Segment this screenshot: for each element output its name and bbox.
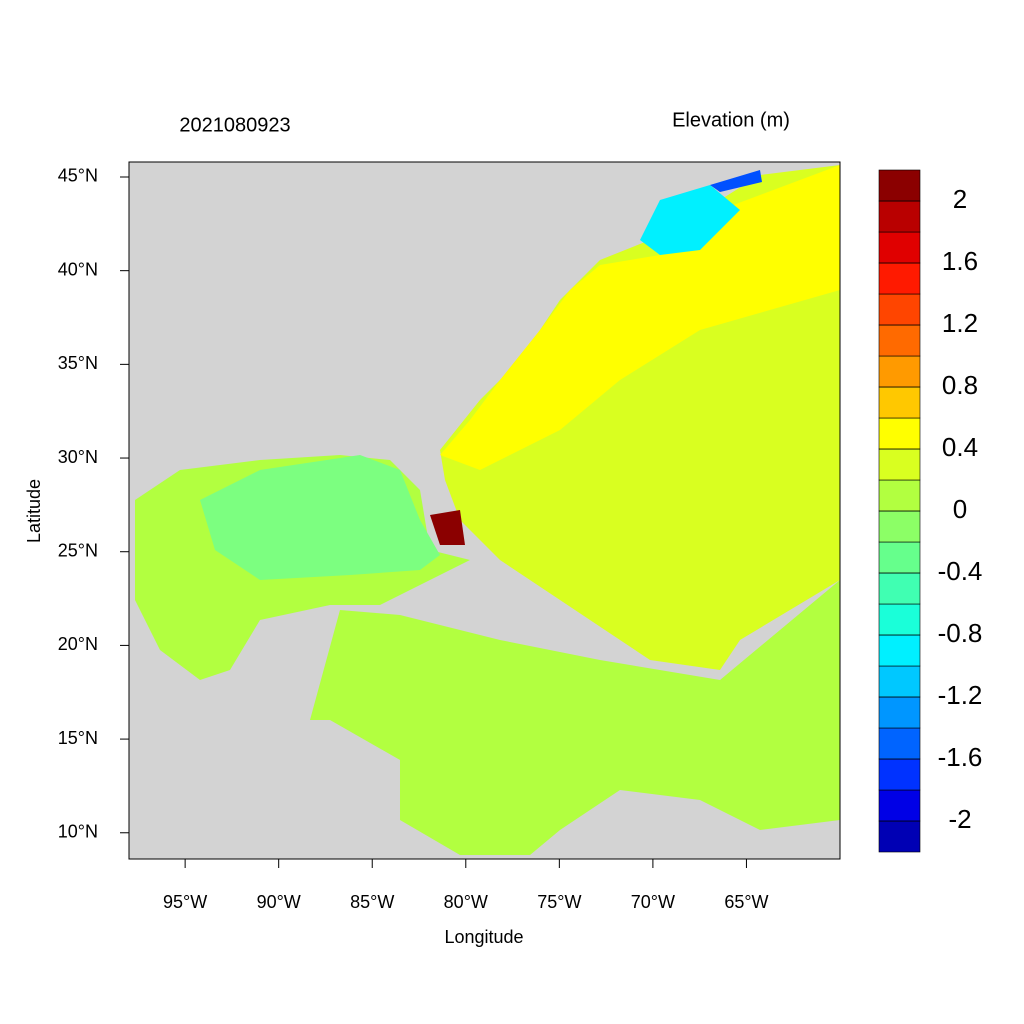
colorbar-label: -0.4 xyxy=(938,556,983,586)
colorbar-label: -1.6 xyxy=(938,742,983,772)
colorbar-box xyxy=(878,634,921,667)
colorbar-box xyxy=(878,758,921,791)
x-axis-label: Longitude xyxy=(444,927,523,947)
colorbar-box xyxy=(878,789,921,822)
colorbar-label: 0.8 xyxy=(942,370,978,400)
x-tick-label: 80°W xyxy=(444,892,488,912)
colorbar-label: -1.2 xyxy=(938,680,983,710)
title-right: Elevation (m) xyxy=(672,109,790,131)
colorbar-box xyxy=(878,386,921,419)
colorbar-label: -2 xyxy=(948,804,971,834)
bay-of-fundy-region xyxy=(710,170,762,192)
colorbar-box xyxy=(878,603,921,636)
y-tick-label: 30°N xyxy=(58,447,98,467)
caribbean-region xyxy=(310,580,840,855)
colorbar-box xyxy=(878,479,921,512)
y-tick-label: 40°N xyxy=(58,259,98,279)
gulf-center-region xyxy=(200,455,440,580)
x-tick-label: 75°W xyxy=(537,892,581,912)
colorbar-label: 0 xyxy=(953,494,967,524)
x-tick-label: 70°W xyxy=(631,892,675,912)
colorbar-box xyxy=(878,231,921,264)
colorbar-box xyxy=(878,262,921,295)
colorbar-box xyxy=(878,324,921,357)
colorbar-box xyxy=(878,572,921,605)
y-tick-label: 15°N xyxy=(58,728,98,748)
colorbar-box xyxy=(878,293,921,326)
colorbar-box xyxy=(878,696,921,729)
colorbar-box xyxy=(878,417,921,450)
y-tick-label: 45°N xyxy=(58,166,98,186)
colorbar-box xyxy=(878,169,921,202)
colorbar-label: 0.4 xyxy=(942,432,978,462)
gulf-of-maine-region xyxy=(640,185,740,255)
colorbar-label: 1.6 xyxy=(942,246,978,276)
x-tick-label: 65°W xyxy=(724,892,768,912)
colorbar-box xyxy=(878,448,921,481)
x-tick-label: 85°W xyxy=(350,892,394,912)
x-tick-label: 95°W xyxy=(163,892,207,912)
atlantic-coastal-region xyxy=(440,165,840,470)
florida-surge-region xyxy=(430,510,465,545)
map-field xyxy=(129,162,840,859)
colorbar-box xyxy=(878,541,921,574)
colorbar-box xyxy=(878,665,921,698)
colorbar-box xyxy=(878,820,921,853)
colorbar-label: 2 xyxy=(953,184,967,214)
colorbar-box xyxy=(878,200,921,233)
y-tick-label: 20°N xyxy=(58,634,98,654)
y-axis-label: Latitude xyxy=(24,479,44,543)
colorbar-label: 1.2 xyxy=(942,308,978,338)
y-tick-label: 25°N xyxy=(58,540,98,560)
plot-frame xyxy=(128,161,841,860)
colorbar-box xyxy=(878,727,921,760)
colorbar-label: -0.8 xyxy=(938,618,983,648)
y-tick-label: 35°N xyxy=(58,353,98,373)
y-tick-label: 10°N xyxy=(58,822,98,842)
title-left: 2021080923 xyxy=(179,114,290,136)
colorbar-box xyxy=(878,355,921,388)
colorbar-box xyxy=(878,510,921,543)
x-tick-label: 90°W xyxy=(257,892,301,912)
